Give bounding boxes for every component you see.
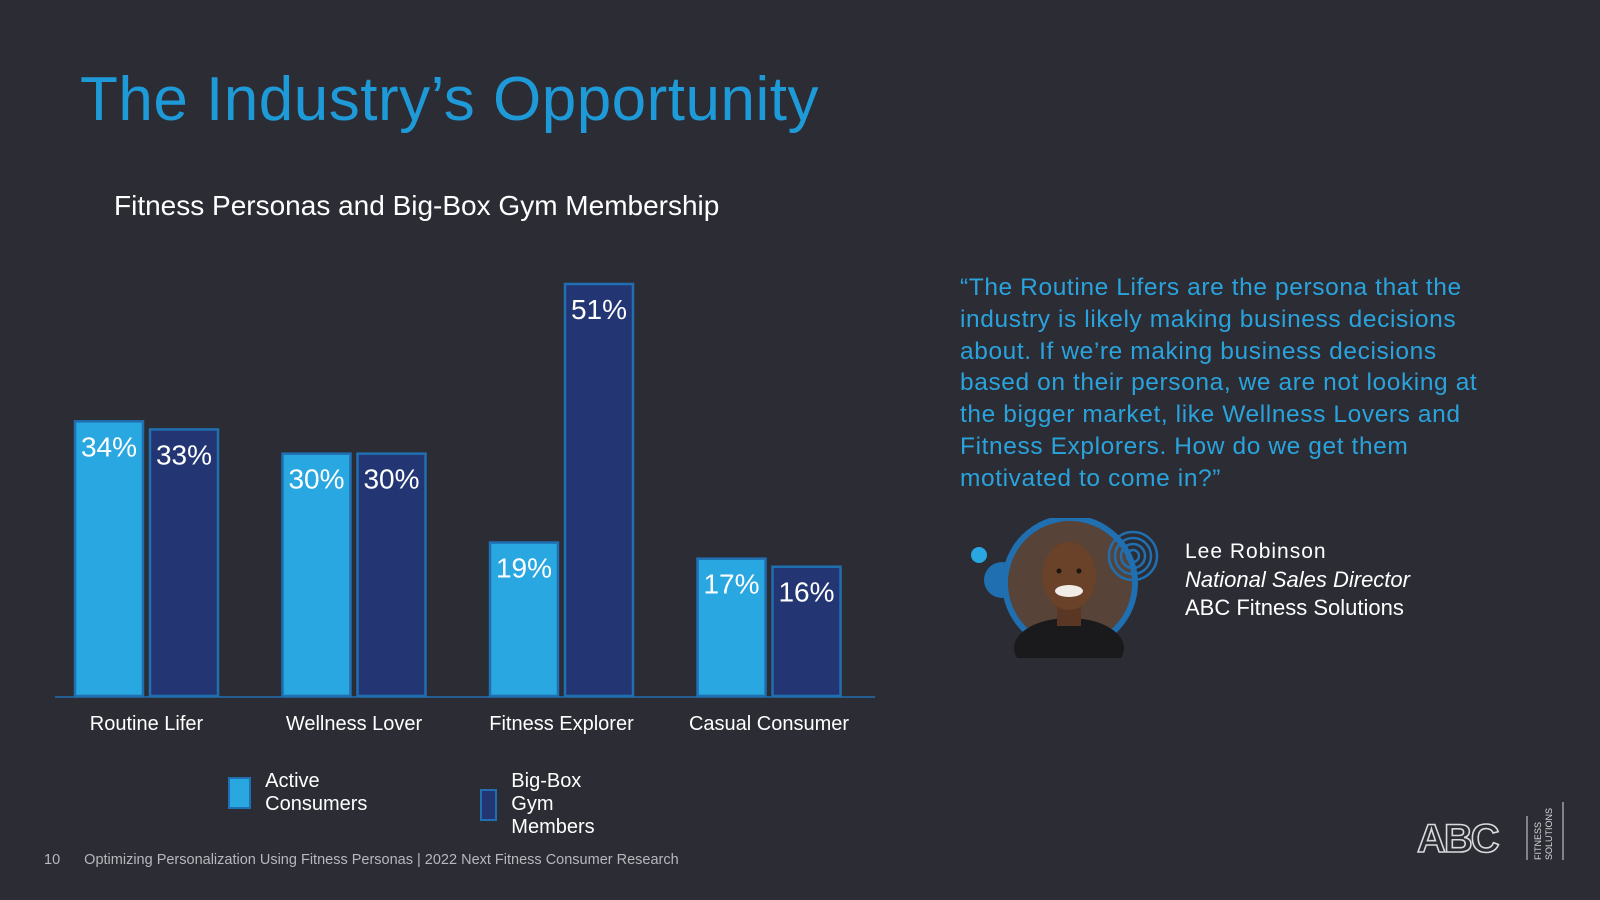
legend-label: Big-Box Gym Members — [511, 770, 595, 838]
bar-value-label: 30% — [363, 464, 419, 495]
logo-wordmark: ABC — [1417, 817, 1499, 861]
bar-big-box-gym-members — [563, 282, 635, 698]
footer-text: Optimizing Personalization Using Fitness… — [84, 852, 679, 868]
page-number: 10 — [44, 852, 61, 868]
logo-tagline-2: SOLUTIONS — [1544, 808, 1554, 860]
category-label: Fitness Explorer — [489, 713, 634, 735]
category-label: Casual Consumer — [689, 713, 849, 735]
chart-title: Fitness Personas and Big-Box Gym Members… — [114, 190, 720, 221]
legend-label: Active Consumers — [265, 770, 368, 815]
portrait-face — [1042, 542, 1096, 610]
bar-active-consumers — [73, 420, 145, 698]
bar-chart: 34% 33% Routine Lifer 30% 30% Wellness Lover 1… — [55, 282, 875, 735]
speaker-name: Lee Robinson — [1185, 540, 1327, 563]
speaker-portrait — [965, 515, 1165, 678]
abc-fitness-logo: ABC FITNESS SOLUTIONS — [1415, 800, 1565, 867]
speaker-role: National Sales Director — [1185, 567, 1410, 592]
decor-dot-small — [971, 547, 987, 563]
legend-item-big-box-gym-members: Big-Box Gym Members — [480, 770, 609, 839]
speaker-organization: ABC Fitness Solutions — [1185, 595, 1404, 620]
logo-tagline-1: FITNESS — [1533, 822, 1543, 860]
category-label: Routine Lifer — [90, 713, 204, 735]
legend-swatch-active-consumers — [228, 777, 252, 809]
bar-value-label: 34% — [81, 431, 137, 462]
testimonial-quote: “The Routine Lifers are the persona that… — [960, 274, 1478, 492]
bar-active-consumers — [696, 557, 767, 698]
bar-value-label: 51% — [571, 294, 627, 325]
bar-big-box-gym-members — [356, 452, 427, 698]
bar-active-consumers — [488, 541, 560, 698]
legend-swatch-big-box-gym-members — [480, 788, 498, 821]
category-label: Wellness Lover — [286, 713, 423, 735]
bar-value-label: 17% — [703, 569, 759, 600]
bar-big-box-gym-members — [771, 565, 842, 698]
bar-big-box-gym-members — [148, 428, 220, 698]
bar-value-label: 30% — [288, 464, 344, 495]
bar-value-label: 16% — [778, 577, 834, 608]
avatar — [971, 515, 1159, 678]
bar-active-consumers — [281, 452, 352, 698]
bar-value-label: 19% — [496, 553, 552, 584]
decor-ripple — [1107, 530, 1159, 582]
legend-item-active-consumers: Active Consumers — [228, 770, 376, 816]
bar-value-label: 33% — [156, 439, 212, 470]
page-title: The Industry’s Opportunity — [80, 65, 819, 134]
footer: 10 Optimizing Personalization Using Fitn… — [44, 852, 679, 868]
logo-icon: ABC FITNESS SOLUTIONS — [1416, 802, 1564, 862]
